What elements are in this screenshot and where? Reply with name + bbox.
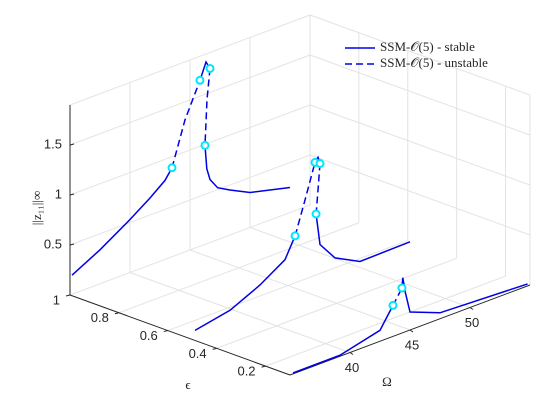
bifurcation-marker <box>290 231 300 241</box>
stable-curve <box>204 145 291 194</box>
bifurcation-marker <box>195 75 205 85</box>
unstable-curve <box>171 80 201 168</box>
axes: 40 45 50 0.2 0.4 0.6 0.8 1 0.5 1 1.5 <box>44 105 531 379</box>
bifurcation-marker <box>200 140 210 150</box>
grid-line <box>309 54 531 136</box>
stable-curve <box>71 167 173 276</box>
grid-line <box>69 104 311 196</box>
y-tick-label: 0.8 <box>91 310 109 325</box>
z-tick-label: 1 <box>55 186 62 201</box>
y-tick <box>65 294 71 297</box>
unstable-curve <box>204 68 211 146</box>
grid-line <box>216 257 457 349</box>
grid-line <box>167 240 408 332</box>
bifurcation-marker <box>397 283 407 293</box>
box-edge <box>69 14 311 106</box>
y-axis-label: ϵ <box>185 377 190 392</box>
y-tick-label: 1 <box>53 292 60 307</box>
stable-curve <box>292 305 394 374</box>
z-tick <box>69 243 75 246</box>
legend-label: SSM-𝒪(5) - unstable <box>380 55 488 70</box>
grid-line <box>69 54 311 146</box>
y-tick-label: 0.4 <box>189 346 207 361</box>
x-tick-label: 40 <box>345 360 359 375</box>
x-axis-line <box>289 284 531 376</box>
grid-line <box>309 154 531 236</box>
bifurcation-marker <box>167 163 177 173</box>
grid-line <box>249 227 471 308</box>
bifurcation-marker <box>388 300 398 310</box>
legend-label: SSM-𝒪(5) - stable <box>380 39 475 54</box>
z-tick-label: 1.5 <box>44 136 62 151</box>
x-axis-label: Ω <box>382 374 392 389</box>
stable-curve <box>315 213 411 263</box>
unstable-curve <box>294 162 316 237</box>
stable-curve <box>401 277 528 314</box>
z-tick <box>69 193 75 196</box>
x-tick-label: 45 <box>405 337 419 352</box>
z-tick-label: 0.5 <box>44 236 62 251</box>
z-tick <box>69 143 75 146</box>
box-edge <box>309 14 531 96</box>
bifurcation-marker <box>205 63 215 73</box>
z-axis-label: ||z₁₁||∞ <box>29 191 44 226</box>
grid-line <box>69 204 311 296</box>
grid-line <box>309 104 531 186</box>
stable-curve <box>194 235 296 332</box>
x-tick-label: 50 <box>465 315 479 330</box>
grid-line <box>129 272 351 353</box>
y-tick-label: 0.2 <box>237 364 255 379</box>
unstable-curve <box>315 163 321 215</box>
grid-line <box>189 249 411 331</box>
y-axis-line <box>69 294 291 376</box>
grid-line <box>118 222 360 314</box>
bifurcation-marker <box>315 159 325 169</box>
grid-line <box>69 154 311 246</box>
y-tick-label: 0.6 <box>140 328 158 343</box>
curves <box>71 60 528 374</box>
bifurcation-marker <box>311 209 321 219</box>
